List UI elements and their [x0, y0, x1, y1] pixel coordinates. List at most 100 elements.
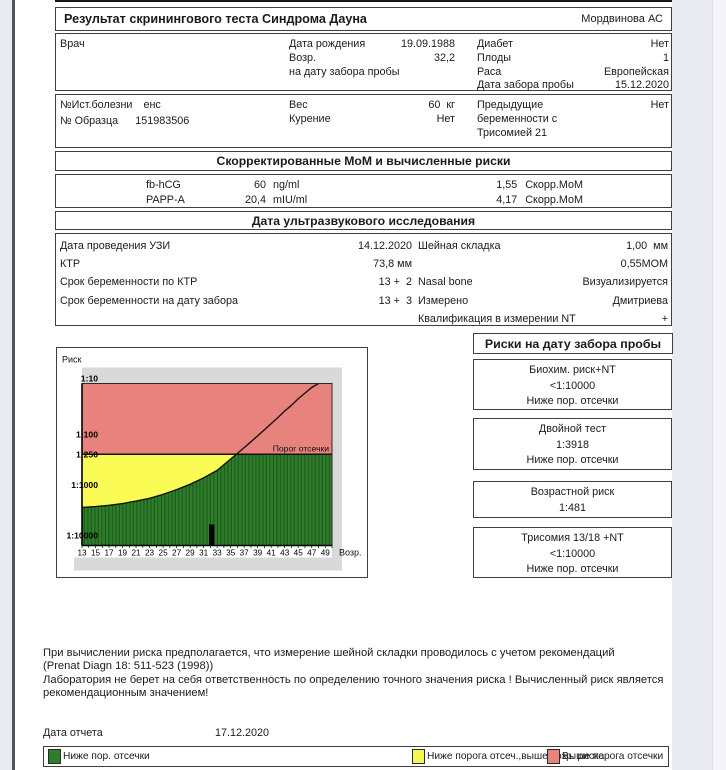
- age-risk-chart: 1:10 1:100 1:250 1:1000 1:10000 13 15 17 19 21 23 2…: [62, 355, 362, 571]
- risk-name: Трисомия 13/18 +NT: [521, 532, 624, 544]
- us-date-value: 14.12.2020: [357, 240, 412, 252]
- ultrasound-section-header: Дата ультразвукового исследования: [55, 211, 672, 230]
- svg-text:21: 21: [131, 549, 141, 558]
- mom-section-header: Скорректированные МоМ и вычисленные риск…: [55, 151, 672, 171]
- disclaimer-line-1: При вычислении риска предполагается, что…: [43, 647, 615, 659]
- svg-text:13: 13: [77, 549, 87, 558]
- mom-label: Скорр.МоМ: [525, 179, 583, 191]
- legend-label: Ниже пор. отсечки: [63, 751, 150, 762]
- risk-status: Ниже пор. отсечки: [526, 454, 619, 466]
- risk-box-age-risk: Возрастной риск 1:481: [473, 481, 672, 518]
- mom-values-box: fb-hCG 60 ng/ml 1,55 Скорр.МоМ PAPP-A 20…: [55, 174, 672, 208]
- us-date-label: Дата проведения УЗИ: [60, 240, 171, 252]
- weight-row: Вес 60 кг: [289, 99, 455, 113]
- birth-date-label: Дата рождения: [289, 38, 366, 50]
- nt-qualification-value: +: [661, 312, 668, 325]
- top-divider-line: [55, 0, 672, 2]
- scrollbar-track[interactable]: [712, 0, 726, 770]
- history-number-label: №Ист.болезни: [60, 99, 133, 111]
- ga-by-crl-label: Срок беременности по КТР: [60, 276, 198, 289]
- svg-text:33: 33: [213, 549, 223, 558]
- weight-value: 60 кг: [428, 99, 455, 111]
- svg-text:47: 47: [307, 549, 317, 558]
- nt-value: 1,00 мм: [626, 240, 668, 252]
- previous-pregnancies-value: Нет: [650, 99, 669, 111]
- age-row: Возр. 32,2: [289, 52, 455, 66]
- nt-qualification-row: Квалификация в измерении NT +: [418, 310, 668, 328]
- svg-text:27: 27: [172, 549, 182, 558]
- svg-text:37: 37: [240, 549, 250, 558]
- legend-item-below-cutoff-above-age: Ниже порога отсеч.,выше возр. риска: [412, 749, 604, 764]
- crl-value: 73,8 мм: [373, 258, 412, 271]
- demographics-right-column: Диабет Нет Плоды 1 Раса Европейская Дата…: [477, 38, 669, 93]
- nt-row: Шейная складка 1,00 мм: [418, 237, 668, 255]
- diabetes-value: Нет: [650, 38, 669, 50]
- svg-text:1:1000: 1:1000: [71, 480, 98, 490]
- sample-number-label: № Образца: [60, 115, 119, 127]
- svg-text:49: 49: [321, 549, 331, 558]
- measured-by-row: Измерено Дмитриева: [418, 292, 668, 310]
- analyte-name: fb-hCG: [146, 179, 181, 191]
- doctor-label: Врач: [60, 38, 85, 50]
- fetuses-label: Плоды: [477, 51, 512, 64]
- disclaimer-line-3: Лаборатория не берет на себя ответственн…: [43, 673, 664, 700]
- analyte-value: 60: [253, 179, 266, 191]
- nt-qualification-label: Квалификация в измерении NT: [418, 312, 576, 325]
- smoking-label: Курение: [289, 112, 331, 125]
- sample-number-value: 151983506: [135, 115, 190, 127]
- svg-text:15: 15: [91, 549, 101, 558]
- crl-row: КТР 73,8 мм: [60, 255, 412, 273]
- svg-text:1:10000: 1:10000: [66, 531, 98, 541]
- svg-text:17: 17: [104, 549, 114, 558]
- analyte-unit: ng/ml: [273, 179, 300, 191]
- us-date-row: Дата проведения УЗИ 14.12.2020: [60, 237, 412, 255]
- risks-section-header: Риски на дату забора пробы: [473, 333, 673, 354]
- risk-box-biochem-nt: Биохим. риск+NT <1:10000 Ниже пор. отсеч…: [473, 359, 672, 410]
- ultrasound-box: Дата проведения УЗИ 14.12.2020 КТР 73,8 …: [55, 233, 672, 326]
- diabetes-row: Диабет Нет: [477, 38, 669, 52]
- fetuses-value: 1: [662, 51, 669, 64]
- chart-legend: Ниже пор. отсечки Ниже порога отсеч.,выш…: [43, 746, 669, 767]
- nt-mom-value: 0,55МОМ: [620, 258, 668, 271]
- risk-name: Биохим. риск+NT: [529, 364, 616, 376]
- analyte-value: 20,4: [244, 193, 266, 206]
- previous-pregnancies-row: Предыдущие беременности с Трисомией 21 Н…: [477, 99, 669, 140]
- report-title-bar: Результат скринингового теста Синдрома Д…: [55, 7, 672, 31]
- report-date-value: 17.12.2020: [215, 727, 270, 739]
- report-title: Результат скринингового теста Синдрома Д…: [64, 12, 367, 26]
- ga-by-crl-row: Срок беременности по КТР 13 + 2: [60, 273, 412, 291]
- legend-label: Выше порога отсечки: [562, 751, 664, 762]
- ga-by-crl-value: 13 + 2: [378, 276, 412, 289]
- weight-label: Вес: [289, 99, 308, 111]
- risk-value: <1:10000: [549, 547, 596, 560]
- ultrasound-left-column: Дата проведения УЗИ 14.12.2020 КТР 73,8 …: [60, 237, 412, 310]
- svg-text:1:250: 1:250: [76, 449, 98, 459]
- report-author: Мордвинова АС: [581, 13, 663, 25]
- mom-value: 4,17: [496, 193, 518, 206]
- svg-text:39: 39: [253, 549, 263, 558]
- race-row: Раса Европейская: [477, 66, 669, 80]
- risk-value: 1:3918: [555, 438, 590, 451]
- race-value: Европейская: [603, 65, 669, 78]
- age-value: 32,2: [433, 51, 455, 64]
- risk-name: Двойной тест: [538, 423, 607, 435]
- risk-status: Ниже пор. отсечки: [526, 395, 619, 407]
- ultrasound-right-column: Шейная складка 1,00 мм 0,55МОМ Nasal bon…: [418, 237, 668, 328]
- risk-chart-box: 1:10 1:100 1:250 1:1000 1:10000 13 15 17 19 21 23 2…: [56, 347, 368, 578]
- birth-date-value: 19.09.1988: [400, 38, 455, 50]
- mom-label: Скорр.МоМ: [525, 193, 583, 206]
- ga-at-sampling-row: Срок беременности на дату забора 13 + 3: [60, 292, 412, 310]
- legend-label: Ниже порога отсеч.,выше возр. риска: [427, 751, 605, 762]
- legend-swatch-red: [547, 749, 560, 764]
- nt-mom-row: 0,55МОМ: [418, 255, 668, 273]
- measured-by-label: Измерено: [418, 294, 469, 307]
- legend-item-above-cutoff: Выше порога отсечки: [547, 749, 663, 764]
- sample-date-row: Дата забора пробы 15.12.2020: [477, 79, 669, 93]
- age-label: Возр.: [289, 51, 317, 64]
- nasal-bone-value: Визуализируется: [582, 276, 668, 289]
- diabetes-label: Диабет: [477, 38, 514, 50]
- risk-box-trisomy-13-18: Трисомия 13/18 +NT <1:10000 Ниже пор. от…: [473, 527, 672, 578]
- svg-text:1:100: 1:100: [76, 429, 98, 439]
- svg-text:Порог отсечки: Порог отсечки: [273, 443, 329, 453]
- mom-value: 1,55: [496, 179, 518, 191]
